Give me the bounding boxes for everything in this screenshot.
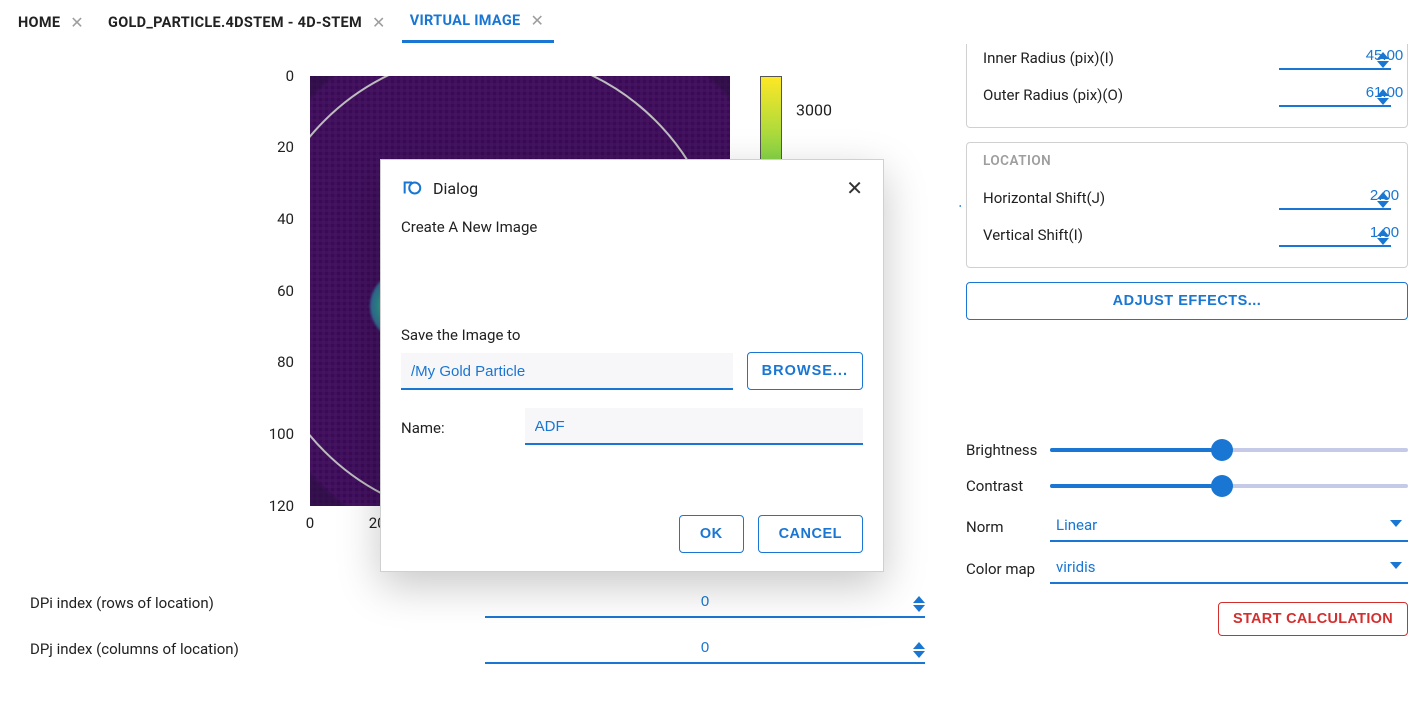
ok-button[interactable]: OK — [679, 515, 744, 553]
browse-button[interactable]: BROWSE... — [747, 352, 863, 390]
save-path-input[interactable] — [401, 353, 733, 390]
create-image-dialog: Dialog ✕ Create A New Image Save the Ima… — [380, 159, 884, 572]
dialog-subtitle: Create A New Image — [401, 218, 863, 236]
app-logo-icon — [401, 177, 423, 199]
dialog-title: Dialog — [433, 179, 478, 198]
save-to-label: Save the Image to — [401, 326, 863, 344]
name-input[interactable] — [525, 408, 863, 445]
close-icon[interactable]: ✕ — [846, 176, 863, 200]
name-label: Name: — [401, 419, 445, 445]
cancel-button[interactable]: CANCEL — [758, 515, 863, 553]
